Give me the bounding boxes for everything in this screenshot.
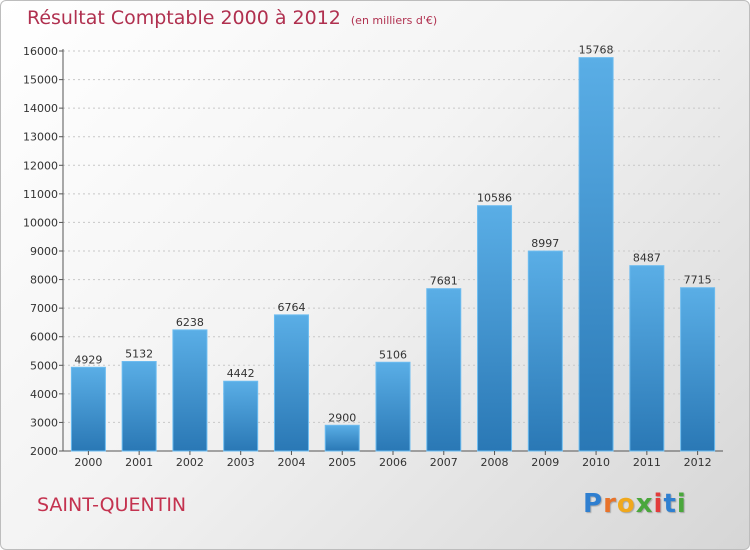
x-tick-label: 2003 [227, 456, 255, 469]
x-tick-label: 2007 [430, 456, 458, 469]
y-tick-label: 6000 [30, 331, 58, 344]
y-tick-label: 10000 [23, 216, 58, 229]
bar-value-label: 2900 [328, 411, 356, 424]
x-tick-label: 2010 [582, 456, 610, 469]
y-tick-label: 5000 [30, 359, 58, 372]
x-tick-label: 2005 [328, 456, 356, 469]
logo-letter: i [653, 489, 664, 519]
logo-letter: r [603, 489, 617, 519]
y-tick-label: 11000 [23, 188, 58, 201]
logo-letter: x [635, 489, 654, 519]
y-tick-label: 3000 [30, 416, 58, 429]
bar-value-label: 8487 [633, 252, 661, 265]
bar [324, 424, 360, 452]
bar [578, 57, 614, 452]
logo-letter: t [663, 489, 677, 519]
x-tick-label: 2006 [379, 456, 407, 469]
bar [527, 250, 563, 452]
y-tick-label: 8000 [30, 274, 58, 287]
y-tick-label: 2000 [30, 445, 58, 458]
bar-value-label: 15768 [579, 44, 614, 57]
bar [375, 361, 411, 452]
bar [70, 366, 106, 452]
x-tick-label: 2002 [176, 456, 204, 469]
y-tick-label: 9000 [30, 245, 58, 258]
y-tick-label: 15000 [23, 74, 58, 87]
city-name: SAINT-QUENTIN [37, 494, 187, 516]
bar-value-label: 6764 [277, 301, 305, 314]
x-tick-label: 2012 [684, 456, 712, 469]
y-tick-label: 14000 [23, 102, 58, 115]
chart-title-unit: (en milliers d'€) [350, 14, 438, 27]
x-tick-label: 2011 [633, 456, 661, 469]
logo-letter: P [583, 489, 604, 519]
y-tick-label: 16000 [23, 45, 58, 58]
bar [629, 265, 665, 452]
logo-letter: i [676, 489, 687, 519]
bar-value-label: 8997 [531, 237, 559, 250]
y-tick-label: 12000 [23, 159, 58, 172]
bar [223, 380, 259, 452]
bar [477, 205, 513, 452]
x-tick-label: 2004 [277, 456, 305, 469]
bar-value-label: 10586 [477, 192, 512, 205]
x-tick-label: 2001 [125, 456, 153, 469]
x-tick-label: 2000 [74, 456, 102, 469]
bar [121, 361, 157, 452]
bar-value-label: 7681 [430, 275, 458, 288]
bar [426, 288, 462, 452]
bar-value-label: 4442 [227, 367, 255, 380]
proxiti-logo: Proxiti [583, 489, 687, 519]
x-tick-label: 2008 [481, 456, 509, 469]
bar-value-label: 5132 [125, 348, 153, 361]
bar-value-label: 4929 [74, 353, 102, 366]
x-tick-label: 2009 [531, 456, 559, 469]
bar [273, 314, 309, 452]
chart-title: Résultat Comptable 2000 à 2012 (en millie… [27, 7, 437, 29]
y-tick-label: 7000 [30, 302, 58, 315]
logo-letter: o [616, 489, 636, 519]
bar-value-label: 5106 [379, 348, 407, 361]
bar [680, 287, 716, 452]
y-tick-label: 13000 [23, 131, 58, 144]
bar-value-label: 6238 [176, 316, 204, 329]
y-tick-label: 4000 [30, 388, 58, 401]
bar-value-label: 7715 [684, 274, 712, 287]
bar [172, 329, 208, 452]
chart-title-main: Résultat Comptable 2000 à 2012 [27, 7, 341, 29]
